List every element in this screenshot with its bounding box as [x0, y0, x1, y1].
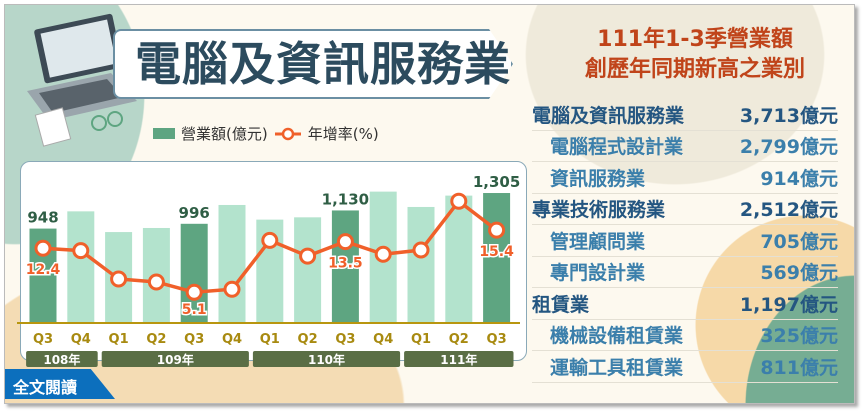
industry-value: 811億元	[760, 356, 838, 379]
x-tick-label: Q3	[335, 332, 355, 347]
industry-label: 電腦及資訊服務業	[532, 104, 685, 127]
bar-value-label: 996	[179, 204, 210, 222]
industry-value: 569億元	[760, 262, 838, 285]
industry-label: 專門設計業	[550, 262, 646, 285]
growth-point	[110, 270, 128, 288]
legend-bar-label: 營業額(億元)	[181, 125, 268, 143]
x-tick-label: Q3	[487, 332, 507, 347]
chart-legend: 營業額(億元) 年增率(%)	[153, 123, 379, 144]
year-label: 110年	[308, 352, 345, 367]
growth-point	[72, 242, 90, 260]
table-row: 運輸工具租賃業 811億元	[532, 351, 838, 383]
bar	[218, 204, 246, 323]
industry-label: 電腦程式設計業	[550, 136, 684, 159]
table-row: 專業技術服務業 2,512億元	[532, 194, 838, 225]
growth-point	[488, 221, 506, 239]
industry-value: 705億元	[760, 230, 838, 253]
industry-value: 2,512億元	[739, 199, 838, 222]
growth-point	[34, 239, 52, 257]
laptop-illustration	[27, 13, 137, 147]
x-tick-label: Q2	[298, 332, 318, 347]
growth-point	[412, 241, 430, 259]
x-tick-label: Q1	[109, 332, 129, 347]
year-label: 108年	[43, 352, 80, 367]
table-row: 電腦程式設計業 2,799億元	[532, 131, 838, 162]
industry-value: 1,197億元	[739, 293, 838, 316]
x-tick-label: Q3	[184, 332, 204, 347]
side-title-line1: 111年1-3季營業額	[597, 27, 793, 52]
year-label: 111年	[440, 352, 477, 367]
growth-point	[261, 231, 279, 249]
legend-line-swatch	[274, 127, 301, 140]
side-title-line2: 創歷年同期新高之業別	[584, 57, 805, 82]
bar	[331, 210, 359, 323]
growth-point	[336, 233, 354, 251]
industry-label: 機械設備租賃業	[550, 325, 684, 348]
bar-value-label: 948	[27, 209, 58, 227]
table-row: 電腦及資訊服務業 3,713億元	[532, 99, 838, 131]
legend-line-label: 年增率(%)	[307, 125, 379, 143]
year-group	[404, 351, 514, 367]
industry-value: 2,799億元	[739, 136, 838, 159]
x-tick-label: Q1	[260, 332, 280, 347]
industry-value: 325億元	[760, 325, 838, 348]
table-row: 資訊服務業 914億元	[532, 162, 838, 194]
growth-point	[450, 192, 468, 210]
x-tick-label: Q1	[411, 332, 431, 347]
industry-table: 電腦及資訊服務業 3,713億元電腦程式設計業 2,799億元資訊服務業 914億元專…	[532, 99, 838, 383]
growth-value-label: 12.4	[26, 262, 61, 278]
growth-value-label: 15.4	[479, 244, 514, 260]
table-row: 租賃業 1,197億元	[532, 288, 838, 320]
growth-point	[299, 247, 317, 265]
year-group	[101, 351, 249, 367]
x-tick-label: Q2	[146, 332, 166, 347]
x-tick-label: Q4	[71, 332, 91, 347]
bar	[407, 206, 435, 323]
table-row: 專門設計業 569億元	[532, 257, 838, 288]
x-tick-label: Q3	[33, 332, 53, 347]
table-row: 管理顧問業 705億元	[532, 225, 838, 257]
industry-label: 租賃業	[532, 293, 590, 316]
industry-label: 管理顧問業	[550, 230, 646, 253]
year-group	[26, 351, 98, 367]
bar	[67, 211, 95, 323]
industry-label: 運輸工具租賃業	[550, 356, 684, 379]
side-title: 111年1-3季營業額 創歷年同期新高之業別	[535, 25, 855, 85]
industry-label: 資訊服務業	[550, 167, 646, 190]
growth-value-label: 13.5	[328, 256, 363, 272]
growth-point	[374, 245, 392, 263]
year-group	[252, 351, 401, 367]
industry-value: 3,713億元	[739, 104, 838, 127]
title-banner	[113, 29, 513, 99]
legend-bar-swatch	[153, 128, 175, 139]
x-tick-label: Q4	[222, 332, 242, 347]
growth-point	[147, 273, 165, 291]
page-title: 電腦及資訊服務業	[135, 37, 511, 91]
bar	[445, 195, 473, 323]
bar	[294, 217, 322, 323]
chart: 948 996 1,130 1,305 12.4 5.1 13.5 15.4 Q3 Q4 Q1 Q2 Q…	[17, 173, 520, 367]
growth-point	[223, 280, 241, 298]
infographic: 電腦及資訊服務業 營業額(億元) 年增率(%) 948 996 1,130 1,305…	[4, 4, 855, 404]
industry-value: 914億元	[760, 167, 838, 190]
growth-value-label: 5.1	[182, 302, 207, 318]
industry-label: 專業技術服務業	[532, 199, 666, 222]
growth-point	[185, 283, 203, 301]
bar-value-label: 1,130	[322, 190, 369, 208]
table-row: 機械設備租賃業 325億元	[532, 320, 838, 351]
bar	[180, 223, 208, 323]
x-tick-label: Q2	[449, 332, 469, 347]
year-label: 109年	[157, 352, 194, 367]
x-tick-label: Q4	[373, 332, 393, 347]
bar-value-label: 1,305	[473, 173, 520, 191]
bar	[483, 193, 511, 323]
